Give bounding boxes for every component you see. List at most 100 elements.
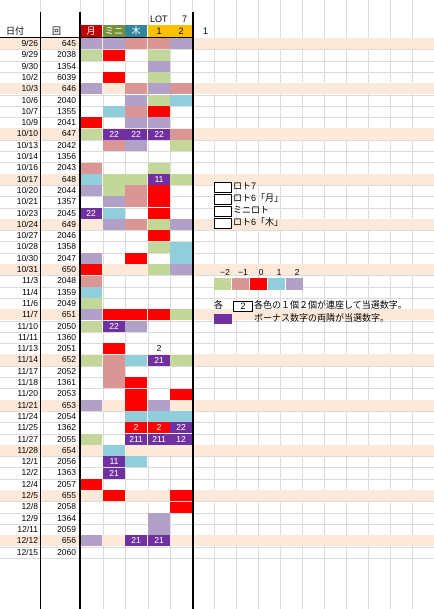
header-col-1[interactable]: ミニ	[103, 25, 125, 37]
row-cell[interactable]	[170, 388, 192, 400]
row-cell[interactable]	[125, 173, 147, 185]
row-cell[interactable]	[148, 38, 170, 50]
row-cell[interactable]	[170, 354, 192, 366]
header-col-2[interactable]: 木	[125, 25, 147, 37]
row-cell[interactable]	[170, 309, 192, 321]
header-col-3[interactable]: 1	[148, 25, 170, 37]
row-cell[interactable]	[170, 219, 192, 230]
row-cell[interactable]	[80, 49, 102, 61]
row-cell[interactable]	[148, 117, 170, 129]
row-cell[interactable]	[80, 354, 102, 366]
row-cell[interactable]: 11	[148, 173, 170, 185]
row-cell[interactable]	[148, 219, 170, 230]
row-cell[interactable]	[103, 219, 125, 230]
row-cell[interactable]	[148, 162, 170, 174]
row-cell[interactable]	[80, 83, 102, 95]
row-cell[interactable]	[125, 309, 147, 321]
row-cell[interactable]	[125, 411, 147, 423]
row-cell[interactable]	[103, 365, 125, 377]
row-cell[interactable]: 211	[125, 433, 147, 445]
row-cell[interactable]	[80, 399, 102, 411]
row-cell[interactable]	[103, 207, 125, 219]
table-row[interactable]	[0, 264, 434, 276]
row-cell[interactable]	[148, 264, 170, 276]
row-cell[interactable]	[148, 196, 170, 208]
row-cell[interactable]	[103, 490, 125, 502]
row-cell[interactable]	[80, 38, 102, 50]
row-cell[interactable]	[148, 512, 170, 524]
row-cell[interactable]	[103, 185, 125, 197]
row-cell[interactable]	[148, 185, 170, 197]
row-cell[interactable]	[103, 139, 125, 151]
row-cell[interactable]: 21	[103, 467, 125, 479]
row-cell[interactable]	[148, 241, 170, 253]
row-cell[interactable]	[80, 128, 102, 140]
row-cell[interactable]	[125, 139, 147, 151]
row-cell[interactable]: 2	[148, 422, 170, 434]
row-cell[interactable]	[170, 501, 192, 513]
row-cell[interactable]	[80, 117, 102, 129]
row-cell[interactable]	[125, 252, 147, 264]
row-cell[interactable]	[103, 354, 125, 366]
row-cell[interactable]	[80, 309, 102, 321]
row-cell[interactable]: 11	[103, 456, 125, 468]
row-cell[interactable]	[103, 49, 125, 61]
row-cell[interactable]	[170, 490, 192, 502]
row-cell[interactable]	[125, 456, 147, 468]
row-cell[interactable]: 2	[125, 422, 147, 434]
row-cell[interactable]	[80, 478, 102, 490]
row-cell[interactable]	[80, 252, 102, 264]
row-cell[interactable]	[148, 207, 170, 219]
row-cell[interactable]	[148, 411, 170, 423]
row-cell[interactable]	[148, 60, 170, 72]
table-row[interactable]	[0, 535, 434, 547]
row-cell[interactable]	[148, 83, 170, 95]
table-row[interactable]	[0, 444, 434, 457]
row-cell[interactable]: 22	[125, 128, 147, 140]
row-cell[interactable]	[103, 377, 125, 389]
row-cell[interactable]	[125, 354, 147, 366]
row-cell[interactable]	[170, 139, 192, 151]
row-cell[interactable]	[80, 162, 102, 174]
row-cell[interactable]: 22	[148, 128, 170, 140]
row-cell[interactable]	[103, 106, 125, 117]
table-row[interactable]	[0, 38, 434, 50]
row-cell[interactable]	[170, 264, 192, 276]
row-cell[interactable]	[170, 252, 192, 264]
row-cell[interactable]: 21	[148, 354, 170, 366]
row-cell[interactable]: 12	[170, 433, 192, 445]
row-cell[interactable]	[170, 128, 192, 140]
row-cell[interactable]	[80, 185, 102, 197]
row-cell[interactable]	[125, 320, 147, 332]
row-cell[interactable]	[125, 196, 147, 208]
row-cell[interactable]: 22	[103, 320, 125, 332]
row-cell[interactable]	[148, 94, 170, 106]
row-cell[interactable]: 22	[103, 128, 125, 140]
row-cell[interactable]	[103, 309, 125, 321]
row-cell[interactable]	[103, 173, 125, 185]
row-cell[interactable]	[125, 117, 147, 129]
row-cell[interactable]: 22	[80, 207, 102, 219]
table-row[interactable]	[0, 399, 434, 411]
row-cell[interactable]	[125, 377, 147, 389]
row-cell[interactable]	[125, 106, 147, 117]
row-cell[interactable]	[148, 49, 170, 61]
row-cell[interactable]	[148, 72, 170, 84]
row-cell[interactable]	[103, 72, 125, 84]
row-cell[interactable]	[103, 196, 125, 208]
table-row[interactable]	[0, 173, 434, 185]
row-cell[interactable]	[148, 230, 170, 242]
row-cell[interactable]	[80, 535, 102, 547]
row-cell[interactable]	[103, 343, 125, 355]
header-col-0[interactable]: 月	[80, 25, 102, 37]
row-cell[interactable]	[103, 445, 125, 456]
row-cell[interactable]	[148, 106, 170, 117]
row-cell[interactable]	[80, 286, 102, 298]
row-cell[interactable]: 21	[125, 535, 147, 547]
row-cell[interactable]: 21	[148, 535, 170, 547]
row-cell[interactable]	[80, 433, 102, 445]
row-cell[interactable]	[80, 173, 102, 185]
row-cell[interactable]	[125, 185, 147, 197]
row-cell[interactable]	[170, 83, 192, 95]
table-row[interactable]	[0, 490, 434, 502]
